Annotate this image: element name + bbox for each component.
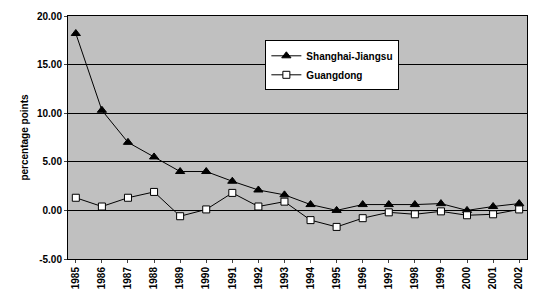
svg-text:1991: 1991	[227, 267, 238, 290]
svg-text:1994: 1994	[305, 267, 316, 290]
svg-text:0.00: 0.00	[43, 205, 63, 216]
svg-text:10.00: 10.00	[37, 108, 62, 119]
svg-text:1998: 1998	[409, 267, 420, 290]
svg-text:1999: 1999	[435, 267, 446, 290]
svg-text:1997: 1997	[383, 267, 394, 290]
svg-text:1995: 1995	[331, 267, 342, 290]
svg-text:-5.00: -5.00	[39, 254, 62, 265]
svg-text:1986: 1986	[96, 267, 107, 290]
svg-text:1988: 1988	[148, 267, 159, 290]
svg-text:20.00: 20.00	[37, 11, 62, 22]
svg-text:1987: 1987	[122, 267, 133, 290]
svg-text:Shanghai-Jiangsu: Shanghai-Jiangsu	[306, 51, 392, 62]
svg-text:1993: 1993	[279, 267, 290, 290]
svg-text:1985: 1985	[70, 267, 81, 290]
svg-text:15.00: 15.00	[37, 59, 62, 70]
svg-text:1990: 1990	[200, 267, 211, 290]
svg-text:percentage points: percentage points	[19, 94, 30, 181]
svg-text:2001: 2001	[487, 267, 498, 290]
svg-text:2000: 2000	[461, 267, 472, 290]
svg-text:Guangdong: Guangdong	[306, 70, 362, 81]
svg-text:2002: 2002	[513, 267, 524, 290]
svg-text:1989: 1989	[174, 267, 185, 290]
svg-text:1992: 1992	[253, 267, 264, 290]
svg-text:1996: 1996	[357, 267, 368, 290]
svg-text:5.00: 5.00	[43, 156, 63, 167]
